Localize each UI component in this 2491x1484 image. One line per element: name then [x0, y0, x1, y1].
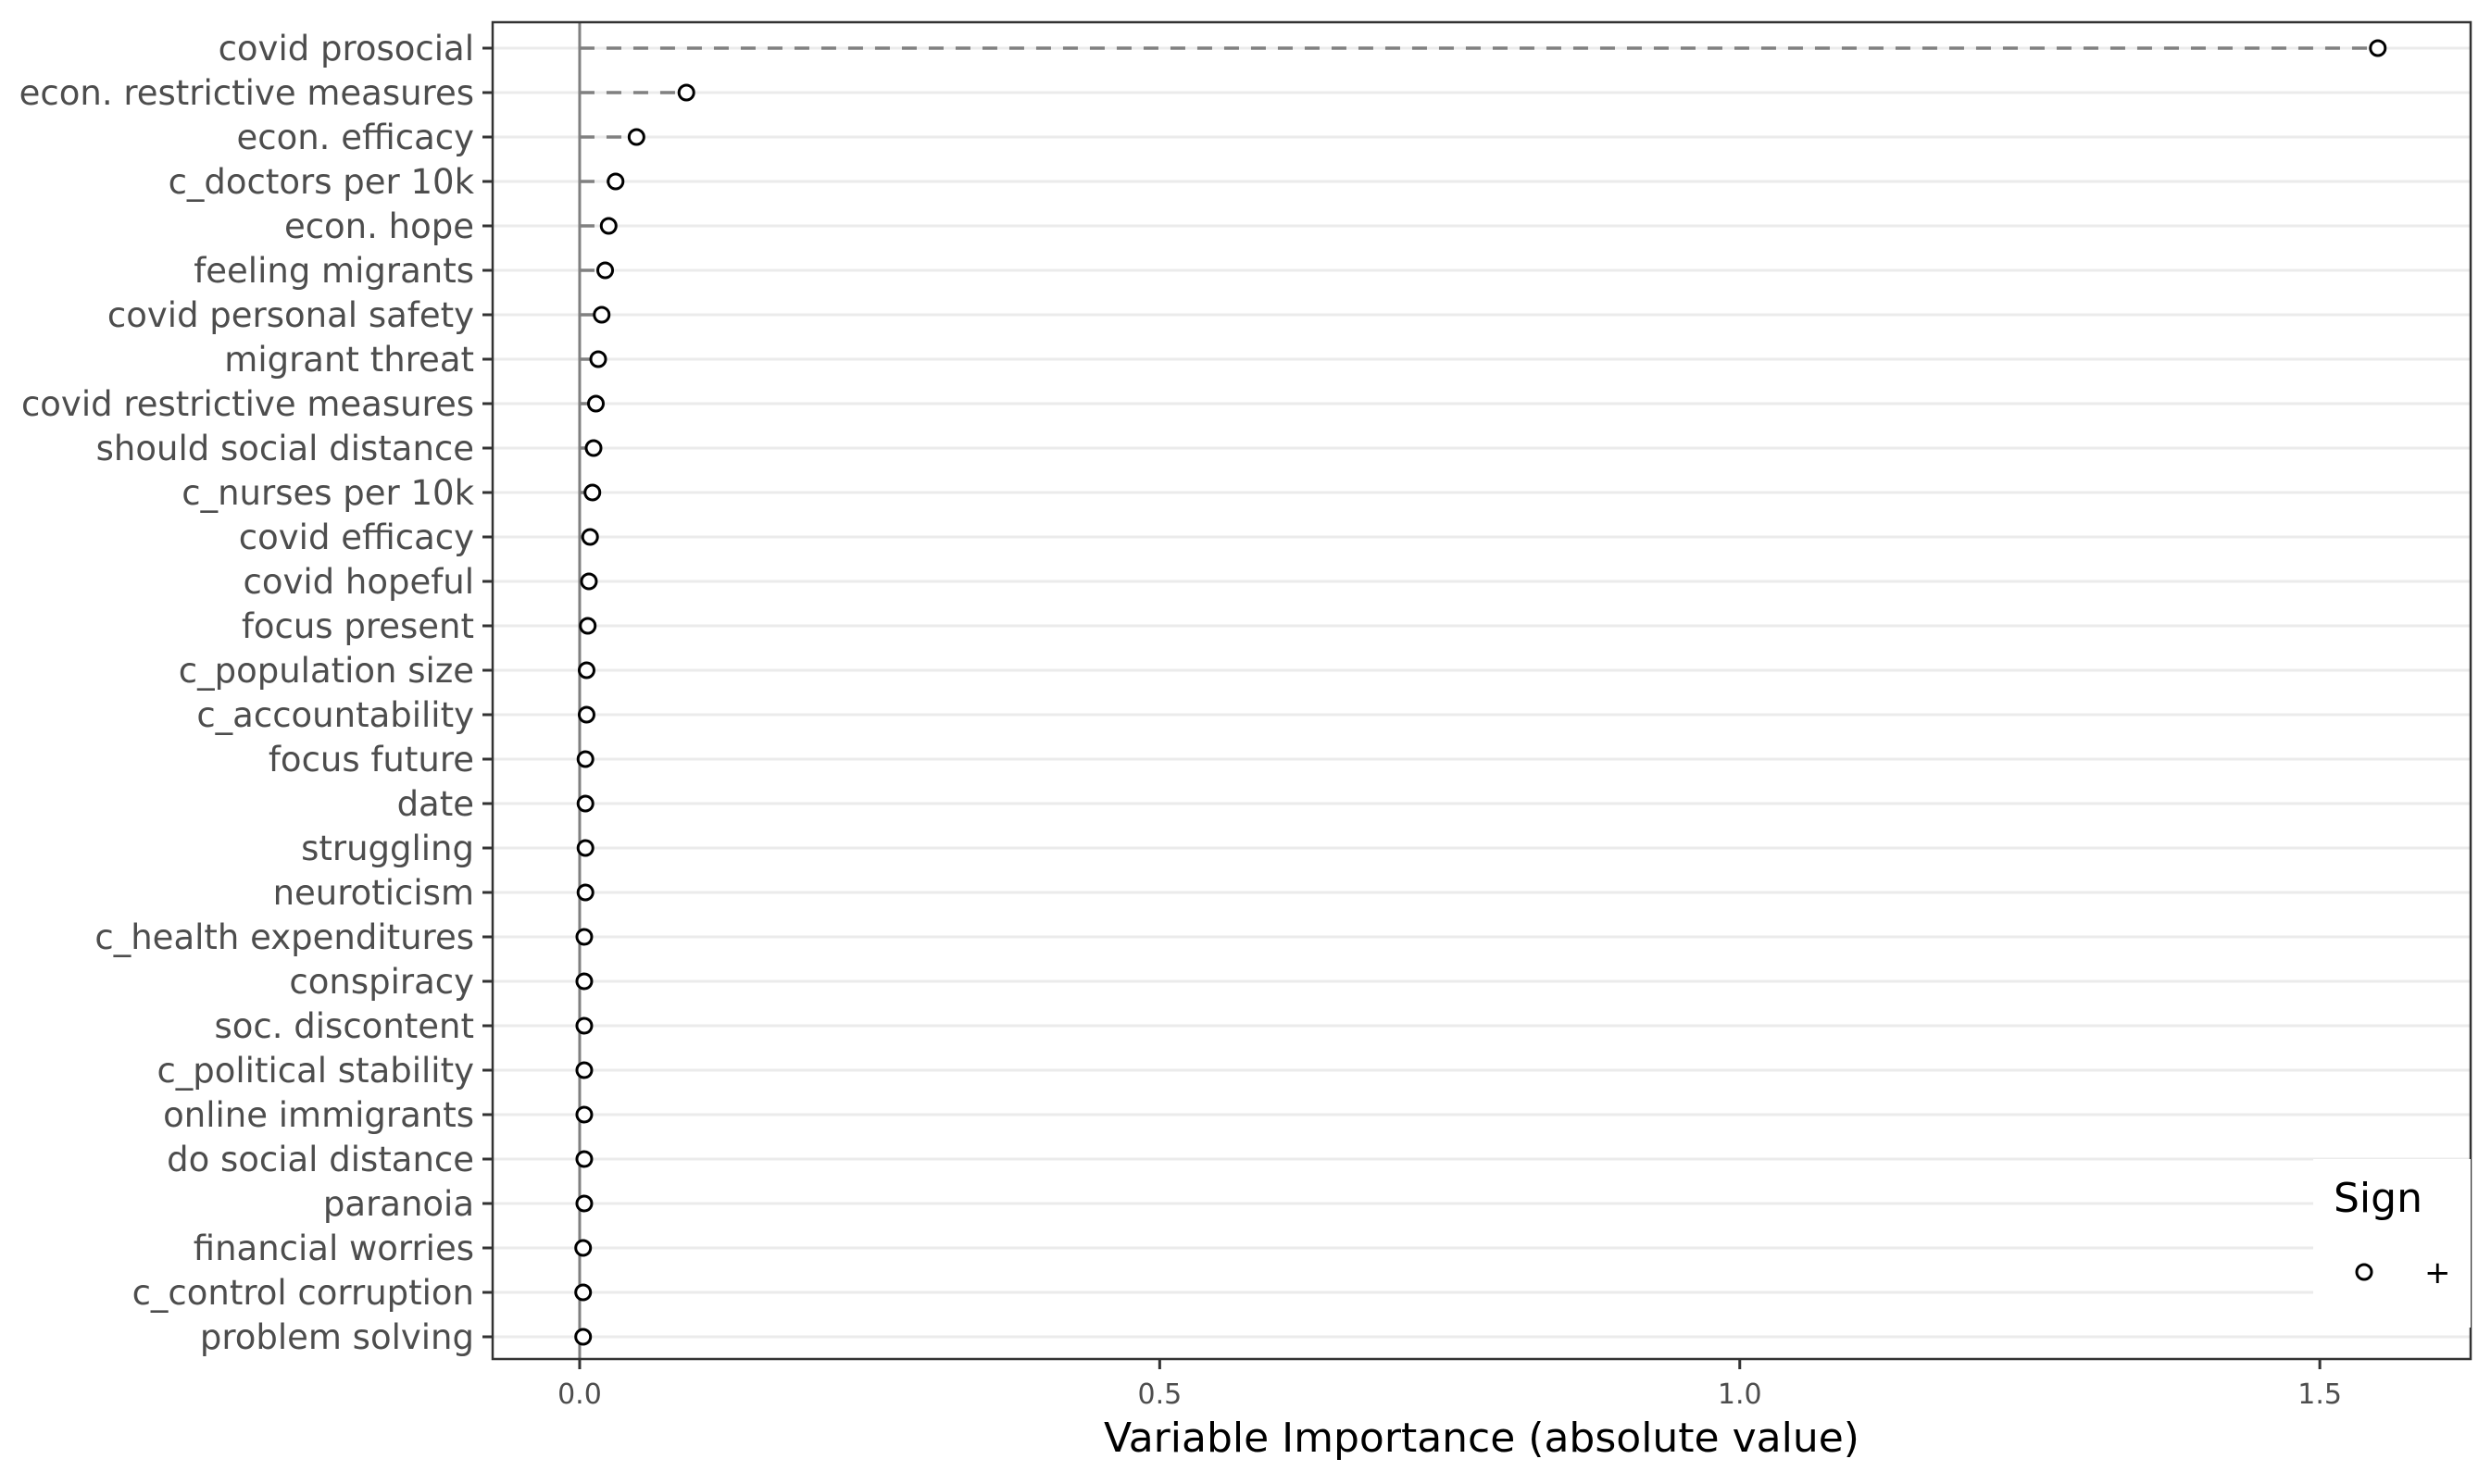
x-axis-title: Variable Importance (absolute value)	[1104, 1415, 1859, 1462]
data-point	[576, 794, 595, 813]
data-point	[574, 1239, 593, 1257]
y-tick-label: econ. efficacy	[236, 118, 474, 157]
y-tick-label: covid personal safety	[107, 295, 474, 335]
data-point	[584, 439, 603, 457]
data-point	[575, 928, 594, 946]
y-tick-label: migrant threat	[224, 340, 474, 380]
data-point	[589, 350, 607, 368]
y-tick-label: c_nurses per 10k	[182, 473, 474, 513]
x-tick-label: 0.0	[557, 1378, 602, 1411]
y-tick-label: feeling migrants	[194, 251, 474, 291]
y-tick-label: struggling	[301, 829, 474, 868]
data-point	[575, 1194, 594, 1213]
x-tick-label: 1.5	[2297, 1378, 2342, 1411]
data-point	[627, 128, 645, 146]
data-point	[577, 661, 595, 680]
y-tick-label: c_accountability	[196, 695, 474, 735]
data-point	[586, 394, 605, 413]
data-point	[576, 750, 595, 768]
y-tick-label: econ. restrictive measures	[19, 73, 474, 113]
data-point	[575, 1150, 594, 1168]
grid-layer	[493, 22, 2471, 1359]
data-point	[577, 705, 595, 724]
y-tick-label: covid hopeful	[244, 562, 475, 602]
data-point	[575, 1105, 594, 1124]
y-tick-label: financial worries	[194, 1228, 474, 1268]
segment-layer	[579, 46, 2378, 1339]
panel-border	[491, 20, 2472, 1361]
data-point	[593, 306, 611, 324]
y-tick-label: c_health expenditures	[94, 917, 474, 957]
x-tick-label: 0.5	[1137, 1378, 1182, 1411]
y-tick-label: covid efficacy	[239, 518, 474, 557]
y-tick-label: do social distance	[167, 1140, 474, 1179]
data-point	[2369, 39, 2387, 57]
y-tick-label: covid prosocial	[219, 29, 474, 69]
y-tick-label: paranoia	[323, 1184, 474, 1224]
y-tick-label: c_doctors per 10k	[169, 162, 475, 202]
legend-entries: +	[2355, 1254, 2451, 1291]
legend-background	[2313, 1159, 2471, 1328]
legend-entry-label: +	[2424, 1254, 2451, 1291]
data-point	[583, 483, 602, 502]
data-point	[574, 1283, 593, 1302]
y-tick-label: date	[397, 784, 474, 824]
data-point	[599, 217, 618, 235]
y-tick-label: c_population size	[179, 651, 474, 691]
data-point	[580, 572, 598, 591]
data-point	[576, 839, 595, 857]
data-point	[575, 972, 594, 991]
y-tick-label: problem solving	[200, 1317, 474, 1357]
y-tick-label: conspiracy	[289, 962, 474, 1002]
data-point	[607, 172, 625, 191]
data-point	[575, 1061, 594, 1079]
y-tick-label: soc. discontent	[215, 1006, 474, 1046]
data-point	[579, 617, 597, 635]
data-point	[596, 261, 615, 280]
y-tick-label: focus future	[269, 740, 474, 779]
point-layer	[574, 39, 2387, 1346]
x-tick-label: 1.0	[1718, 1378, 1762, 1411]
y-tick-label: neuroticism	[273, 873, 474, 913]
y-tick-label: c_control corruption	[132, 1273, 474, 1313]
legend-key-open-circle	[2355, 1263, 2373, 1281]
legend: Sign +	[2313, 1159, 2471, 1328]
data-point	[677, 83, 695, 102]
y-tick-label: should social distance	[96, 429, 474, 468]
y-tick-label: econ. hope	[284, 206, 474, 246]
y-tick-label: c_political stability	[156, 1051, 474, 1091]
data-point	[574, 1328, 593, 1346]
y-tick-label: focus present	[242, 606, 474, 646]
y-tick-label: covid restrictive measures	[21, 384, 474, 424]
y-tick-label: online immigrants	[163, 1095, 474, 1135]
data-point	[581, 528, 599, 546]
data-point	[576, 883, 595, 902]
legend-title: Sign	[2334, 1175, 2422, 1222]
data-point	[575, 1016, 594, 1035]
